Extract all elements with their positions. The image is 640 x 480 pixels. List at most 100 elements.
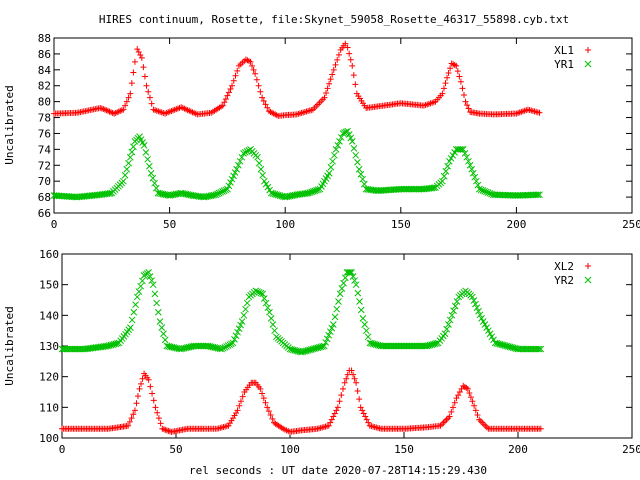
data-point-yr2: [361, 321, 369, 328]
data-point-yr2: [517, 345, 525, 353]
data-point-yr1: [217, 188, 225, 196]
data-point-xl2: [128, 415, 135, 422]
data-point-yr2: [63, 345, 71, 353]
data-point-yr1: [146, 162, 153, 170]
x-tick-label: 0: [51, 218, 58, 231]
data-point-xl2: [480, 421, 487, 428]
data-point-yr2: [262, 299, 270, 307]
data-point-yr1: [140, 142, 148, 149]
data-point-xl1: [444, 74, 451, 81]
data-point-yr2: [255, 288, 263, 296]
data-point-xl2: [139, 375, 146, 382]
y-tick-label: 74: [38, 143, 52, 156]
data-point-xl1: [225, 89, 232, 96]
data-point-xl1: [332, 61, 339, 68]
data-point-yr2: [354, 289, 362, 297]
data-point-yr1: [259, 171, 267, 179]
data-point-yr1: [257, 165, 265, 173]
y-tick-label: 86: [38, 48, 51, 61]
data-point-xl2: [125, 422, 132, 429]
data-point-yr2: [413, 342, 421, 350]
data-point-xl1: [454, 68, 461, 75]
data-point-xl2: [363, 416, 370, 423]
y-axis-label: Uncalibrated: [3, 306, 16, 385]
data-point-yr2: [73, 345, 81, 353]
data-point-yr2: [415, 342, 423, 350]
data-point-xl2: [331, 410, 338, 417]
data-point-xl1: [143, 82, 150, 89]
data-point-yr1: [261, 177, 268, 185]
data-point-yr2: [470, 297, 478, 304]
data-point-xl2: [234, 407, 241, 414]
data-point-yr2: [408, 342, 416, 350]
data-point-xl1: [347, 56, 354, 63]
data-point-yr2: [397, 342, 405, 350]
data-point-xl2: [440, 419, 447, 426]
data-point-yr2: [259, 290, 266, 298]
data-point-xl1: [247, 58, 254, 65]
data-point-yr1: [332, 146, 340, 153]
data-point-yr2: [352, 281, 360, 289]
data-point-yr1: [241, 148, 249, 156]
data-point-yr2: [243, 299, 251, 307]
data-point-xl1: [462, 98, 469, 105]
data-point-xl1: [257, 88, 264, 95]
data-point-xl2: [163, 427, 170, 434]
data-point-yr1: [329, 157, 336, 165]
data-point-yr1: [477, 186, 485, 194]
data-point-yr2: [486, 330, 494, 338]
data-point-yr2: [448, 311, 456, 319]
data-point-xl1: [442, 80, 449, 87]
data-point-xl2: [466, 390, 473, 397]
x-axis-label: rel seconds : UT date 2020-07-28T14:15:2…: [189, 464, 487, 477]
data-point-yr2: [257, 289, 265, 297]
data-point-yr2: [399, 342, 406, 350]
data-point-xl1: [253, 76, 260, 83]
data-point-yr2: [521, 345, 528, 353]
data-point-xl1: [249, 62, 256, 69]
data-point-xl2: [446, 413, 453, 420]
data-point-xl2: [159, 425, 166, 432]
data-point-xl2: [267, 412, 274, 418]
data-point-yr2: [271, 327, 278, 335]
data-point-xl2: [348, 367, 355, 374]
data-point-xl2: [165, 427, 172, 434]
y-tick-label: 84: [38, 64, 52, 77]
data-point-xl1: [264, 104, 271, 111]
data-point-xl2: [136, 385, 143, 392]
y-tick-label: 80: [38, 96, 51, 109]
data-point-yr1: [240, 149, 247, 157]
data-point-yr1: [126, 153, 134, 161]
data-point-xl2: [477, 418, 484, 425]
x-tick-label: 100: [280, 443, 300, 456]
data-point-yr2: [530, 345, 538, 353]
data-point-yr2: [228, 340, 235, 348]
data-point-yr2: [242, 305, 249, 313]
data-point-xl2: [269, 415, 276, 422]
data-point-xl2: [451, 399, 458, 406]
data-point-xl2: [126, 418, 133, 425]
data-point-xl1: [250, 66, 257, 73]
data-point-yr2: [488, 333, 496, 341]
data-point-yr2: [335, 298, 342, 305]
data-point-yr2: [254, 288, 261, 295]
data-point-xl2: [341, 379, 348, 386]
data-point-yr1: [125, 159, 132, 167]
data-point-xl2: [130, 411, 137, 418]
data-point-yr1: [347, 134, 355, 142]
data-point-yr2: [149, 281, 157, 289]
data-point-xl1: [346, 50, 353, 57]
data-point-xl2: [138, 380, 145, 387]
data-point-yr1: [219, 188, 226, 195]
data-point-yr2: [139, 277, 146, 285]
data-point-xl1: [326, 80, 333, 87]
data-point-xl2: [467, 394, 474, 401]
data-point-xl1: [439, 90, 446, 97]
data-point-yr1: [144, 155, 151, 163]
data-point-yr2: [229, 339, 237, 347]
data-point-xl2: [458, 385, 465, 392]
data-point-xl2: [537, 425, 544, 432]
data-point-xl2: [365, 419, 372, 426]
data-point-yr2: [392, 342, 400, 350]
data-point-xl1: [260, 98, 267, 105]
